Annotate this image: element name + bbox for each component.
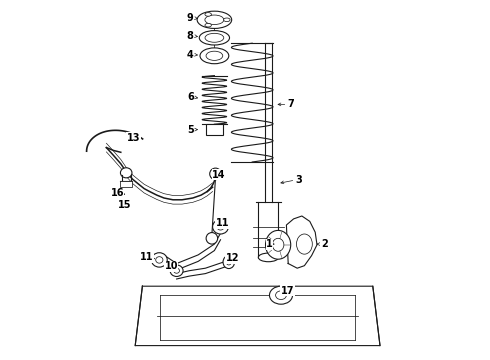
Text: 2: 2 [321,239,328,249]
Polygon shape [135,286,380,346]
Ellipse shape [174,268,179,273]
Text: 1: 1 [266,239,273,249]
Ellipse shape [223,18,230,22]
Text: 7: 7 [288,99,294,109]
Ellipse shape [197,11,232,28]
Polygon shape [166,233,220,270]
Ellipse shape [199,31,229,45]
Text: 11: 11 [216,218,229,228]
Text: 8: 8 [187,31,194,41]
Text: 3: 3 [295,175,302,185]
Text: 4: 4 [187,50,194,60]
Ellipse shape [206,51,223,60]
Text: 15: 15 [118,200,131,210]
Text: 17: 17 [281,286,294,296]
Ellipse shape [270,286,293,304]
Bar [206,124,222,135]
Ellipse shape [205,23,211,27]
Ellipse shape [205,15,224,24]
Text: 13: 13 [126,132,140,143]
Text: 11: 11 [140,252,154,262]
Ellipse shape [266,230,291,259]
Text: 14: 14 [212,170,226,180]
Text: 5: 5 [187,125,194,135]
Ellipse shape [151,253,167,267]
Ellipse shape [200,48,229,64]
Bar [121,181,132,187]
Ellipse shape [210,168,221,180]
Ellipse shape [121,168,132,178]
Ellipse shape [217,224,224,230]
Text: 10: 10 [165,261,178,271]
Ellipse shape [296,234,312,254]
Ellipse shape [223,256,235,269]
Ellipse shape [208,126,220,133]
Ellipse shape [272,238,284,251]
Text: 6: 6 [187,92,194,102]
Ellipse shape [258,253,278,262]
Ellipse shape [205,33,224,42]
Ellipse shape [205,13,211,16]
Ellipse shape [275,291,286,300]
Text: 16: 16 [110,188,124,198]
Text: 12: 12 [226,253,239,264]
Ellipse shape [213,220,228,234]
Ellipse shape [206,233,218,244]
Ellipse shape [156,257,163,263]
Ellipse shape [226,259,231,265]
Polygon shape [286,216,317,268]
Text: 9: 9 [187,13,194,23]
Ellipse shape [170,265,183,276]
